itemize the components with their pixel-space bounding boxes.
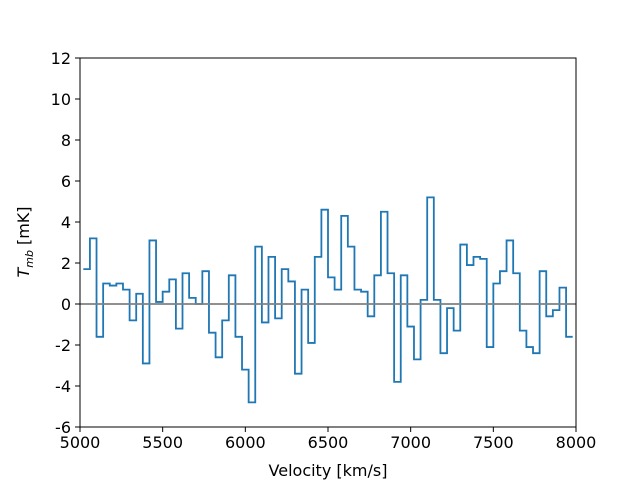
spectrum-line bbox=[83, 196, 573, 404]
x-tick-label: 7000 bbox=[390, 433, 431, 452]
x-tick-label: 5500 bbox=[142, 433, 183, 452]
plot-frame bbox=[79, 57, 577, 428]
x-tick-label: 5000 bbox=[60, 433, 101, 452]
x-axis-label: Velocity [km/s] bbox=[269, 461, 388, 480]
y-tick-label: -2 bbox=[55, 336, 71, 355]
y-axis-label: Tmb [mK] bbox=[14, 206, 36, 277]
x-tick-label: 8000 bbox=[556, 433, 597, 452]
x-tick-label: 6500 bbox=[308, 433, 349, 452]
y-label-unit: [mK] bbox=[14, 206, 33, 245]
y-tick-label: 4 bbox=[61, 213, 71, 232]
y-tick-label: 0 bbox=[61, 295, 71, 314]
y-tick-label: 10 bbox=[51, 90, 71, 109]
y-tick-label: 8 bbox=[61, 131, 71, 150]
y-label-sub: mb bbox=[23, 250, 36, 268]
y-tick-label: -6 bbox=[55, 418, 71, 437]
y-tick-label: 6 bbox=[61, 172, 71, 191]
y-tick-label: -4 bbox=[55, 377, 71, 396]
y-tick-label: 2 bbox=[61, 254, 71, 273]
y-tick-label: 12 bbox=[51, 49, 71, 68]
y-label-main: T bbox=[14, 267, 33, 278]
x-tick-label: 7500 bbox=[473, 433, 514, 452]
x-tick-label: 6000 bbox=[225, 433, 266, 452]
